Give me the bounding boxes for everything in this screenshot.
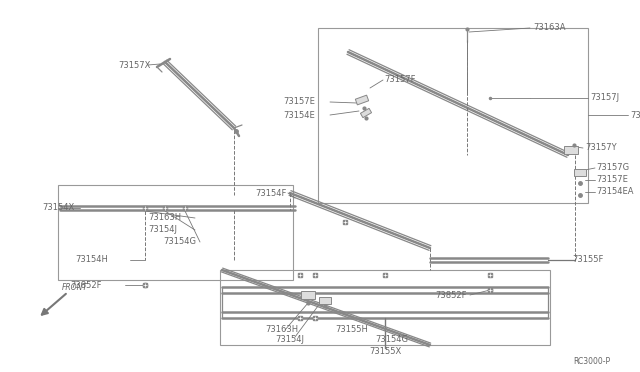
- Text: 73852F: 73852F: [70, 280, 102, 289]
- Text: 73852F: 73852F: [435, 291, 467, 299]
- Bar: [301, 291, 315, 299]
- Text: 73163H: 73163H: [148, 214, 181, 222]
- Text: 73154F: 73154F: [255, 189, 286, 198]
- Text: 73157J: 73157J: [590, 93, 619, 103]
- Text: 73157F: 73157F: [384, 76, 415, 84]
- Bar: [355, 95, 369, 105]
- Text: 73157E: 73157E: [283, 97, 315, 106]
- Text: 73163H: 73163H: [265, 326, 298, 334]
- Text: 73154J: 73154J: [275, 336, 304, 344]
- Text: 73163A: 73163A: [533, 23, 566, 32]
- Text: 73154H: 73154H: [75, 256, 108, 264]
- Bar: [220, 270, 550, 345]
- Text: 73154EA: 73154EA: [596, 187, 634, 196]
- Text: 73155F: 73155F: [572, 256, 604, 264]
- Text: 73157G: 73157G: [596, 164, 629, 173]
- Bar: [360, 108, 372, 118]
- Text: 73157E: 73157E: [596, 176, 628, 185]
- Text: 73157X: 73157X: [118, 61, 150, 70]
- Bar: [564, 146, 578, 154]
- Text: 73154E: 73154E: [284, 110, 315, 119]
- Text: 73154G: 73154G: [163, 237, 196, 247]
- Text: 73154G: 73154G: [375, 336, 408, 344]
- Bar: [318, 28, 588, 203]
- Text: RC3000-P: RC3000-P: [573, 357, 610, 366]
- Text: 73154J: 73154J: [148, 225, 177, 234]
- Text: 73154X: 73154X: [42, 203, 74, 212]
- Bar: [319, 296, 331, 304]
- Text: FRONT: FRONT: [62, 283, 88, 292]
- Text: 73155X: 73155X: [369, 347, 401, 356]
- Text: 73157X: 73157X: [630, 110, 640, 119]
- Text: 73157Y: 73157Y: [585, 144, 616, 153]
- Bar: [574, 169, 586, 176]
- Text: 73155H: 73155H: [335, 326, 368, 334]
- Bar: [58, 185, 293, 280]
